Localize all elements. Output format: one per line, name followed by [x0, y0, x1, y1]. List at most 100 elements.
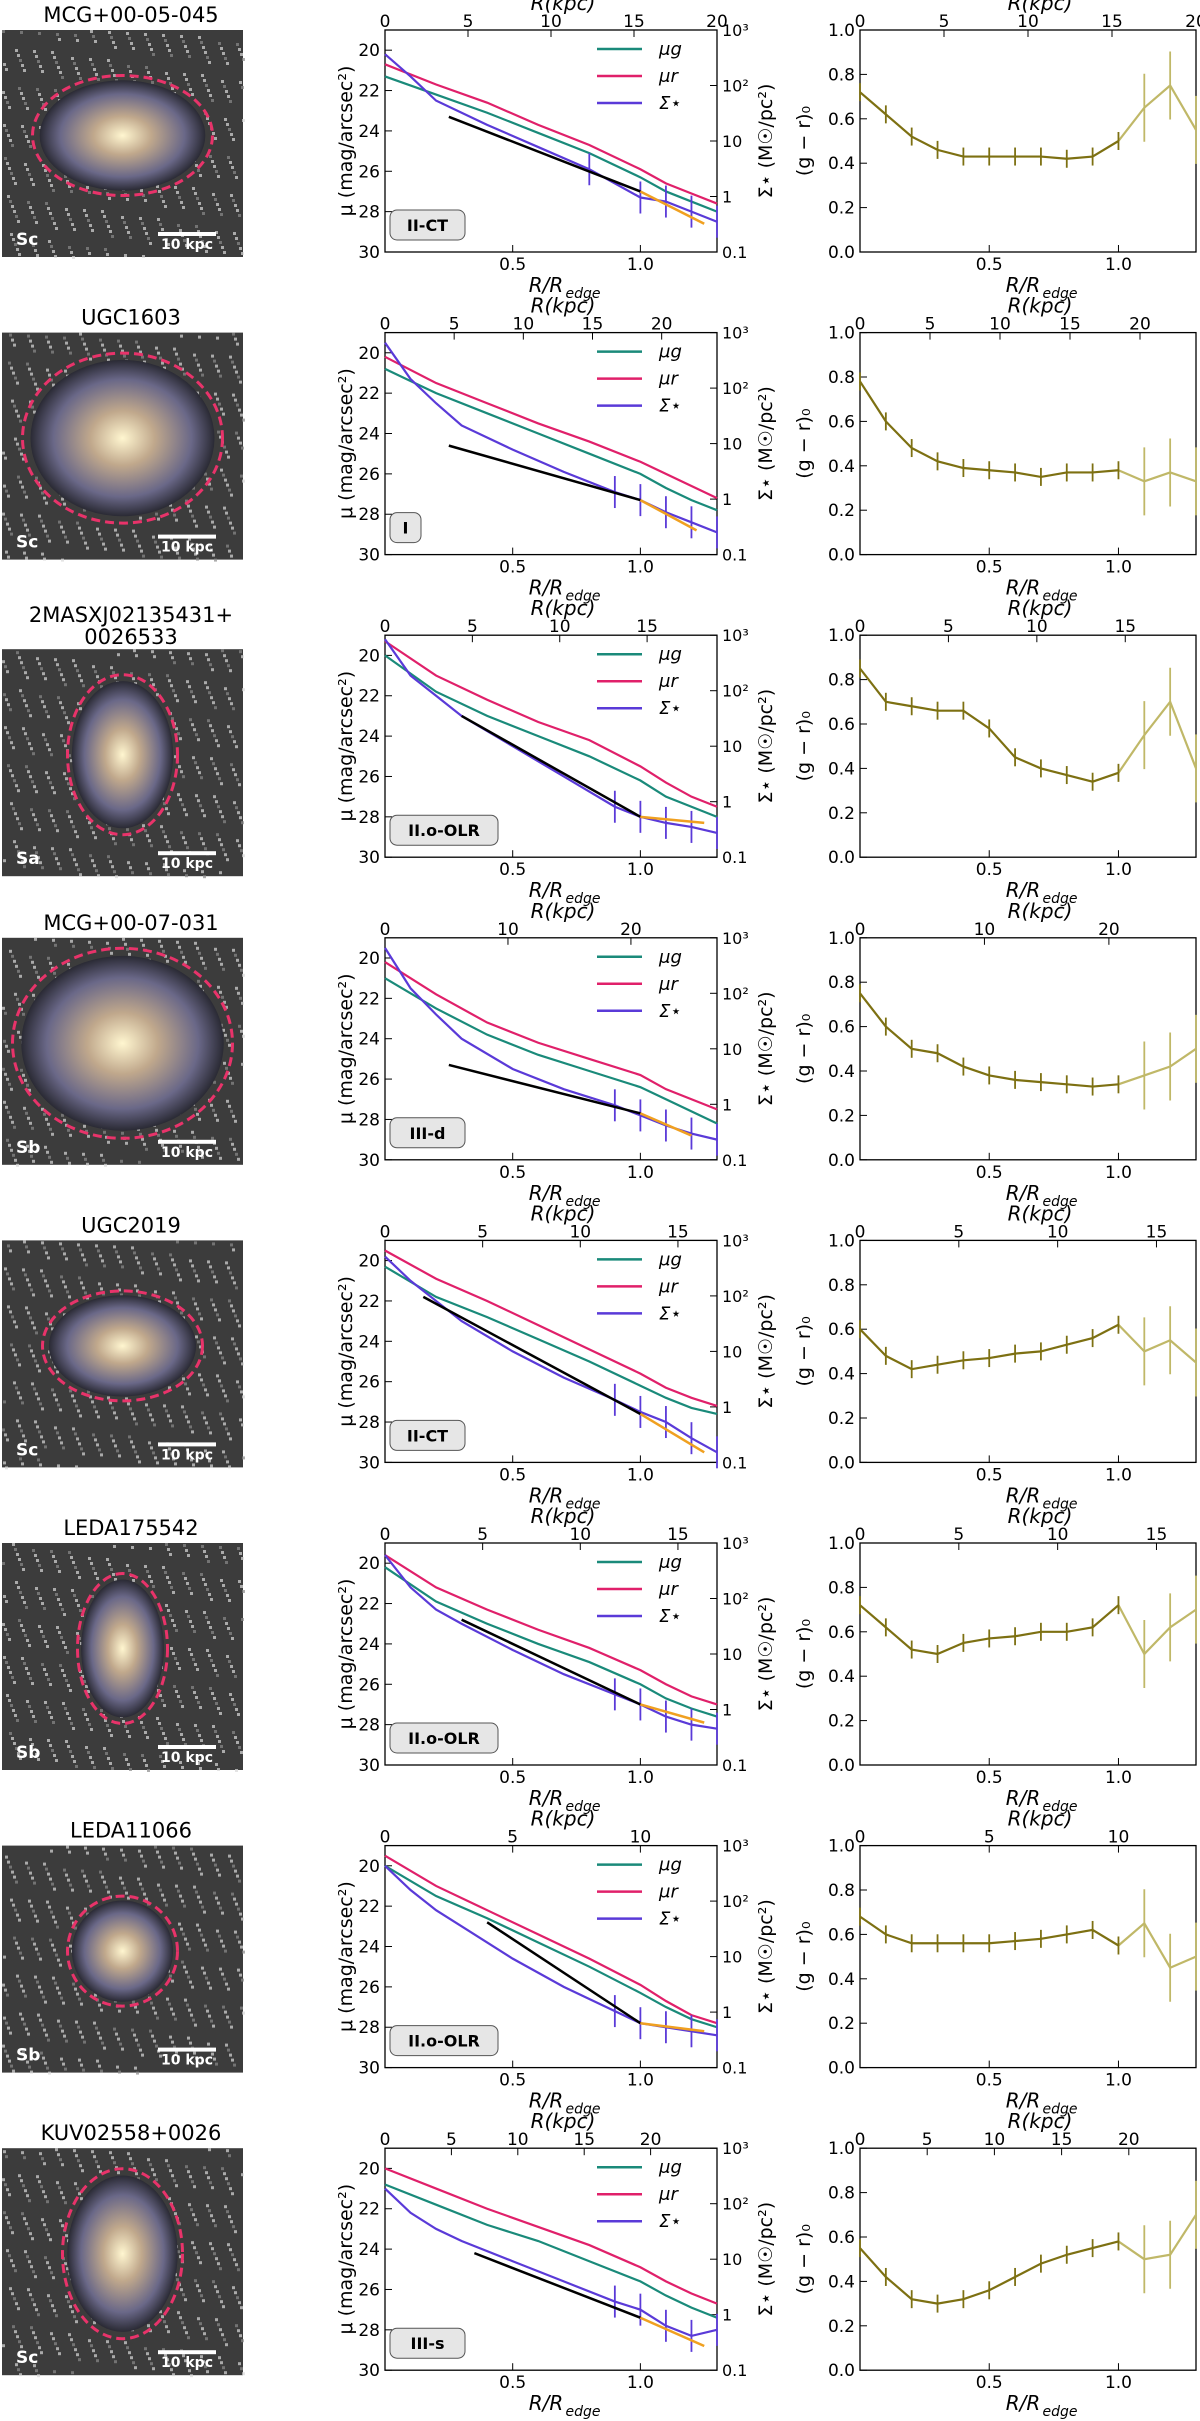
color-tick-label: 0.0: [828, 848, 855, 868]
scale-bar: [158, 851, 216, 856]
redge-axis-label: R/R: [1006, 576, 1041, 600]
outer-disk-fit: [639, 190, 705, 225]
kpc-axis-label: R(kpc): [1008, 1807, 1073, 1831]
series-line: [384, 1265, 718, 1416]
redge-axis-label: R/R: [1006, 273, 1041, 297]
profile-type-box: [389, 209, 466, 241]
color-tick-label: 0.2: [828, 199, 855, 219]
sigma-axis-label: Σ⋆ (M☉/pc²): [755, 2202, 777, 2317]
color-tick-label: 0.6: [828, 110, 855, 130]
color-tick-label: 0.6: [828, 412, 855, 432]
color-tick-label: 1.0: [828, 324, 855, 344]
sigma-tick-label: 10: [722, 1645, 742, 1664]
color-tick-label: 0.4: [828, 1365, 855, 1385]
sigma-tick-label: 10: [722, 1948, 742, 1967]
mu-tick-label: 22: [358, 1292, 380, 1312]
kpc-tick-label: 10: [569, 1222, 591, 1242]
kpc-tick-label: 10: [1017, 12, 1039, 32]
series-line: [384, 1864, 718, 2029]
kpc-tick-label: 5: [953, 1222, 964, 1242]
sigma-tick-label: 10: [722, 435, 742, 454]
outer-disk-fit: [639, 1412, 705, 1454]
sigma-tick-label: 10: [722, 132, 742, 151]
surface-brightness-panel: 20 22 24 26 28 30 10³ 10² 10 1 0.1 0.5 1.0 0 5 10 15 R(kp…: [335, 596, 777, 907]
color-tick-label: 0.8: [828, 368, 855, 388]
redge-axis-sub: edge: [566, 1496, 601, 1512]
mu-tick-label: 22: [358, 1595, 380, 1615]
color-tick-label: 0.8: [828, 1881, 855, 1901]
redge-axis-sub: edge: [566, 2404, 601, 2420]
redge-tick-label: 1.0: [627, 860, 654, 880]
kpc-tick-label: 5: [449, 315, 460, 335]
galaxy-image: Sc 10 kpc: [2, 332, 245, 562]
color-profile-outer-line: [1118, 469, 1197, 483]
legend-label: Σ⋆: [659, 1909, 682, 1930]
sigma-tick-label: 1: [722, 188, 732, 207]
color-tick-label: 0.0: [828, 546, 855, 566]
sigma-tick-label: 10²: [722, 984, 749, 1003]
redge-tick-label: 1.0: [1105, 1465, 1132, 1485]
legend-label: Σ⋆: [659, 698, 682, 719]
redge-tick-label: 0.5: [976, 558, 1003, 578]
kpc-tick-label: 5: [922, 2130, 933, 2150]
kpc-tick-label: 15: [1101, 12, 1123, 32]
kpc-tick-label: 20: [1098, 920, 1120, 940]
mu-tick-label: 22: [358, 384, 380, 404]
redge-tick-label: 0.5: [976, 1163, 1003, 1183]
kpc-tick-label: 15: [1146, 1525, 1168, 1545]
legend-label: μr: [658, 1276, 679, 1297]
scale-bar-label: 10 kpc: [161, 856, 213, 872]
series-line: [384, 640, 718, 808]
mu-tick-label: 30: [358, 1151, 380, 1171]
galaxy-image: Sb 10 kpc: [2, 937, 245, 1167]
color-profile-outer-line: [1117, 83, 1197, 142]
color-tick-label: 0.2: [828, 804, 855, 824]
color-tick-label: 0.8: [828, 1276, 855, 1296]
kpc-tick-label: 10: [1108, 1828, 1130, 1848]
isophote-ellipse: [66, 1894, 179, 2008]
color-tick-label: 0.2: [828, 2317, 855, 2337]
kpc-tick-label: 0: [855, 617, 866, 637]
sigma-tick-label: 1: [722, 2306, 732, 2325]
sigma-tick-label: 0.1: [722, 2059, 747, 2078]
mu-tick-label: 28: [358, 2018, 380, 2038]
sigma-tick-label: 10³: [722, 21, 749, 40]
galaxy-disk: [71, 1900, 174, 2002]
sigma-tick-label: 10²: [722, 379, 749, 398]
sigma-axis-label: Σ⋆ (M☉/pc²): [755, 1294, 777, 1409]
legend-label: μg: [658, 1249, 682, 1270]
color-profile-panel: 0.00.20.40.60.81.00.5 1.00 5 10 15R(kpc)R/R e…: [793, 1504, 1197, 1815]
kpc-axis-label: R(kpc): [531, 0, 596, 15]
redge-tick-label: 1.0: [627, 255, 654, 275]
color-tick-label: 0.6: [828, 1018, 855, 1038]
mu-tick-label: 20: [358, 949, 380, 969]
mu-tick-label: 30: [358, 2361, 380, 2381]
redge-axis-label: R/R: [1006, 878, 1041, 902]
mu-tick-label: 30: [358, 1453, 380, 1473]
redge-axis-sub: edge: [1043, 286, 1078, 302]
color-axis-label: (g − r)₀: [793, 1014, 815, 1084]
redge-axis-label: R/R: [1006, 1181, 1041, 1205]
legend-label: Σ⋆: [659, 1001, 682, 1022]
color-tick-label: 0.4: [828, 759, 855, 779]
isophote-ellipse: [11, 946, 234, 1140]
inner-disk-fit: [422, 1295, 641, 1416]
color-axis-label: (g − r)₀: [793, 2224, 815, 2294]
redge-axis-label: R/R: [1006, 2089, 1041, 2113]
profile-type-label: I: [403, 519, 409, 538]
sigma-tick-label: 10²: [722, 2195, 749, 2214]
galaxy-name: UGC2019: [81, 1213, 181, 1237]
sigma-tick-label: 10²: [722, 1892, 749, 1911]
series-line: [384, 63, 718, 205]
morphology-label: Sc: [16, 1440, 38, 1460]
kpc-tick-label: 0: [380, 1525, 391, 1545]
mu-tick-label: 30: [358, 243, 380, 263]
color-axis-label: (g − r)₀: [793, 106, 815, 176]
galaxy-name: 2MASXJ02135431+: [29, 603, 233, 627]
kpc-axis-label: R(kpc): [1008, 294, 1073, 318]
kpc-tick-label: 5: [477, 1525, 488, 1545]
plot-frame: [859, 331, 1197, 556]
kpc-axis-label: R(kpc): [1008, 899, 1073, 923]
color-axis-label: (g − r)₀: [793, 711, 815, 781]
scale-bar: [158, 1745, 216, 1749]
